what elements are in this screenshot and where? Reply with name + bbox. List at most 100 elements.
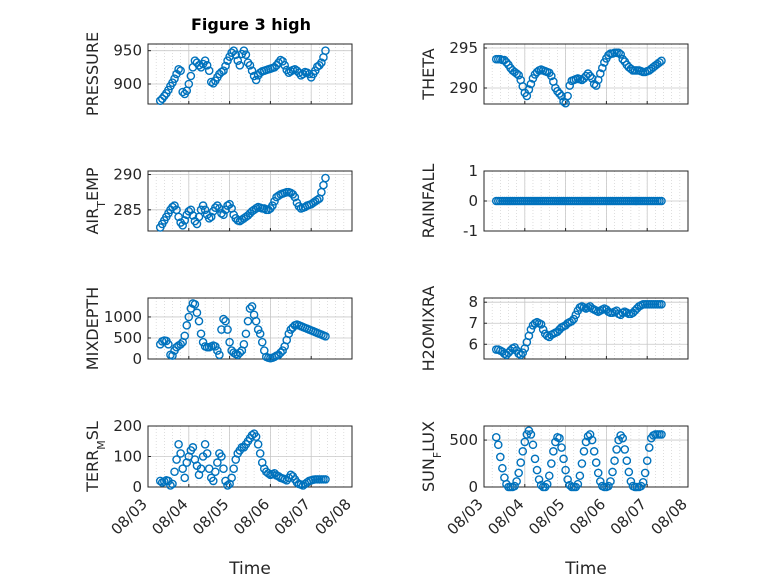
data-point xyxy=(589,447,599,456)
data-point xyxy=(657,56,666,66)
data-point xyxy=(544,471,554,481)
data-point xyxy=(253,439,263,449)
data-point xyxy=(204,66,214,75)
data-point xyxy=(215,204,224,213)
data-point xyxy=(221,61,230,71)
axes-frame xyxy=(147,43,353,105)
y-tick-label: 200 xyxy=(113,417,142,435)
data-point xyxy=(251,75,261,85)
data-point xyxy=(626,477,636,486)
data-point xyxy=(192,308,202,318)
data-point xyxy=(591,458,601,467)
subplot-air-temp: 285 290 AIRTEMP xyxy=(83,166,353,235)
data-point xyxy=(194,316,204,326)
data-point xyxy=(604,481,613,491)
data-point xyxy=(276,55,285,65)
y-tick-label: 0 xyxy=(132,478,142,496)
data-point xyxy=(622,456,632,466)
y-axis-label: TERRMSL xyxy=(83,421,108,493)
data-point xyxy=(321,173,330,183)
data-point xyxy=(276,348,285,357)
data-point xyxy=(196,205,206,215)
data-point xyxy=(170,467,179,477)
data-point xyxy=(211,203,220,213)
y-tick-label: 285 xyxy=(113,201,142,219)
data-point xyxy=(298,69,308,79)
data-point xyxy=(510,481,519,491)
y-tick-label: 0 xyxy=(468,478,478,496)
figure-title: Figure 3 high xyxy=(191,15,311,34)
data-point xyxy=(618,54,628,64)
y-axis-label: SUNFLUX xyxy=(419,421,444,492)
data-point xyxy=(227,48,236,57)
data-point xyxy=(247,66,257,75)
data-point xyxy=(217,452,226,461)
data-point xyxy=(155,476,165,486)
data-point xyxy=(557,91,566,101)
data-point xyxy=(284,329,294,339)
data-point xyxy=(526,79,536,89)
data-point xyxy=(512,477,521,486)
data-point xyxy=(172,455,181,464)
x-axis-label: Time xyxy=(228,559,271,579)
data-point xyxy=(526,430,536,439)
data-point xyxy=(577,459,587,468)
data-point xyxy=(227,473,236,483)
data-point xyxy=(657,430,666,439)
data-point xyxy=(565,81,574,90)
data-point xyxy=(168,351,177,360)
data-point xyxy=(557,443,566,452)
axes-frame xyxy=(483,297,689,360)
data-point xyxy=(208,476,218,486)
data-point xyxy=(174,212,183,222)
data-point xyxy=(561,465,570,475)
data-point xyxy=(282,475,292,485)
subplot-pressure: 900 950 PRESSURE xyxy=(83,32,353,116)
data-point xyxy=(251,316,261,326)
x-tick-label: 08/03 xyxy=(444,495,487,538)
data-point xyxy=(200,56,210,65)
data-point xyxy=(255,329,265,339)
data-point xyxy=(247,430,257,440)
data-point xyxy=(498,463,507,473)
x-tick-label: 08/04 xyxy=(148,495,191,538)
data-point xyxy=(176,339,185,349)
data-point xyxy=(569,314,579,324)
data-point xyxy=(225,337,234,347)
y-axis-label: MIXDEPTH xyxy=(83,287,102,370)
data-point xyxy=(559,454,568,464)
data-point xyxy=(518,348,528,357)
data-point xyxy=(518,447,528,456)
data-point xyxy=(235,61,245,70)
data-point xyxy=(219,66,228,75)
y-tick-label: -1 xyxy=(463,222,478,240)
data-point xyxy=(532,465,542,475)
subplot-terr-msl: 0 100 200 TERRMSL08/0308/0408/0508/0608/070… xyxy=(83,417,355,579)
data-point xyxy=(174,439,183,449)
data-point xyxy=(317,187,326,197)
data-point xyxy=(598,63,607,73)
data-point xyxy=(547,459,556,468)
axes-frame xyxy=(483,43,689,105)
data-point xyxy=(638,478,648,487)
data-point xyxy=(571,310,581,320)
y-tick-label: 500 xyxy=(449,431,478,449)
data-point xyxy=(563,91,572,101)
data-point xyxy=(610,456,619,466)
data-point xyxy=(257,337,267,347)
data-point xyxy=(593,468,603,478)
data-point xyxy=(219,210,228,220)
y-tick-label: 500 xyxy=(113,329,142,347)
data-point xyxy=(200,205,210,215)
data-point xyxy=(184,79,194,89)
subplot-h2omixra: 6 7 8 H2OMIXRA xyxy=(419,286,689,371)
y-tick-label: 290 xyxy=(449,79,478,97)
data-point xyxy=(585,71,595,81)
x-tick-label: 08/07 xyxy=(271,495,314,538)
data-point xyxy=(319,180,328,190)
data-point xyxy=(559,97,568,106)
data-point xyxy=(204,213,214,223)
data-point xyxy=(223,481,232,490)
data-point xyxy=(247,302,257,311)
